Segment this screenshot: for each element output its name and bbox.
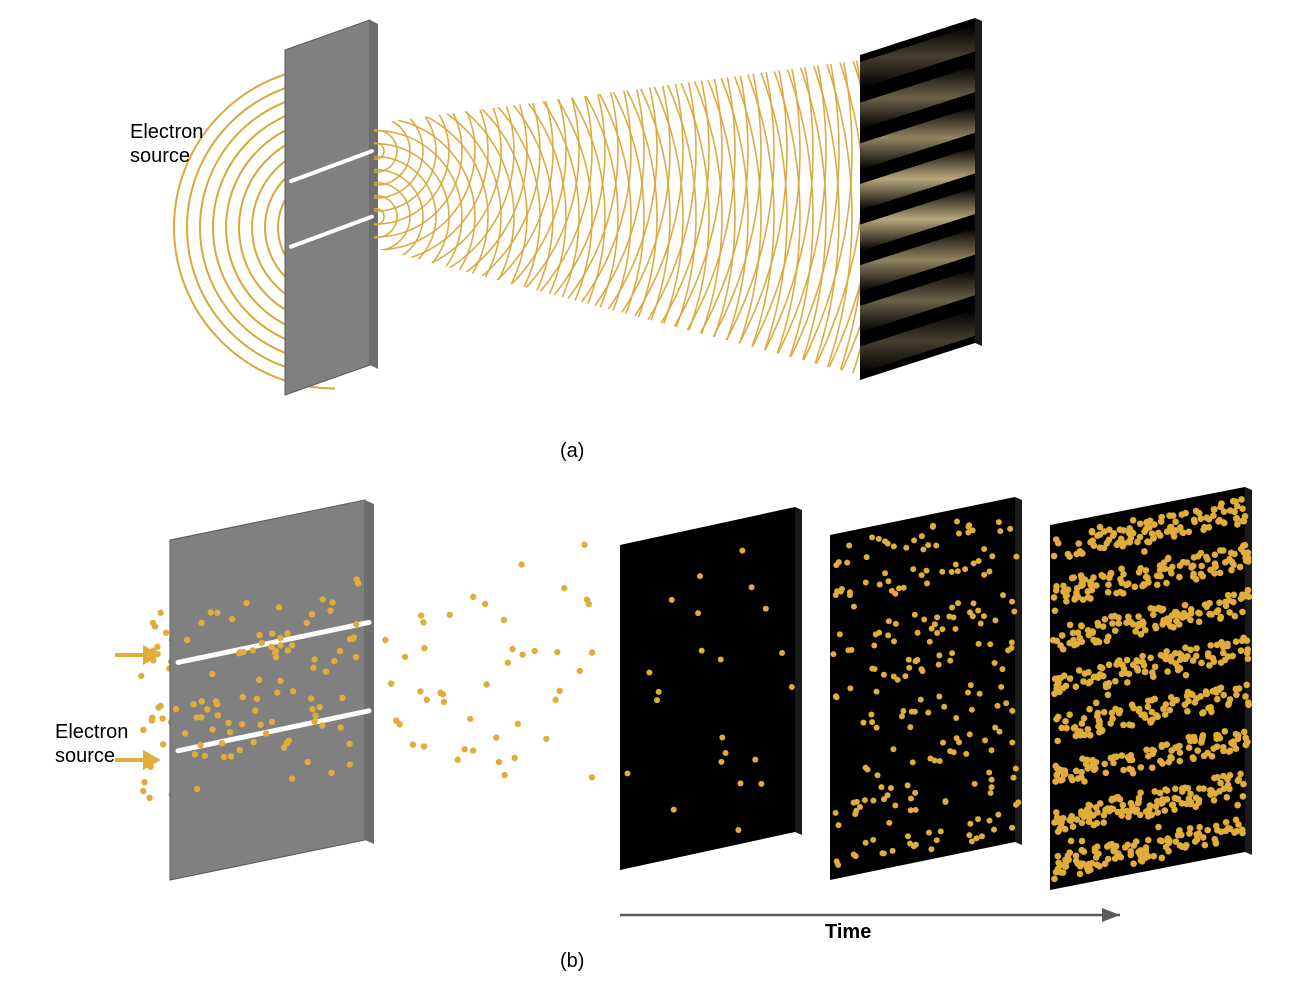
electron-source-label-a: Electronsource — [130, 120, 203, 168]
panel-a-svg — [0, 0, 1300, 460]
time-axis-label: Time — [825, 920, 871, 944]
electron-source-label-b: Electronsource — [55, 720, 128, 768]
panel-b-svg — [0, 460, 1300, 983]
caption-b: (b) — [560, 950, 584, 973]
